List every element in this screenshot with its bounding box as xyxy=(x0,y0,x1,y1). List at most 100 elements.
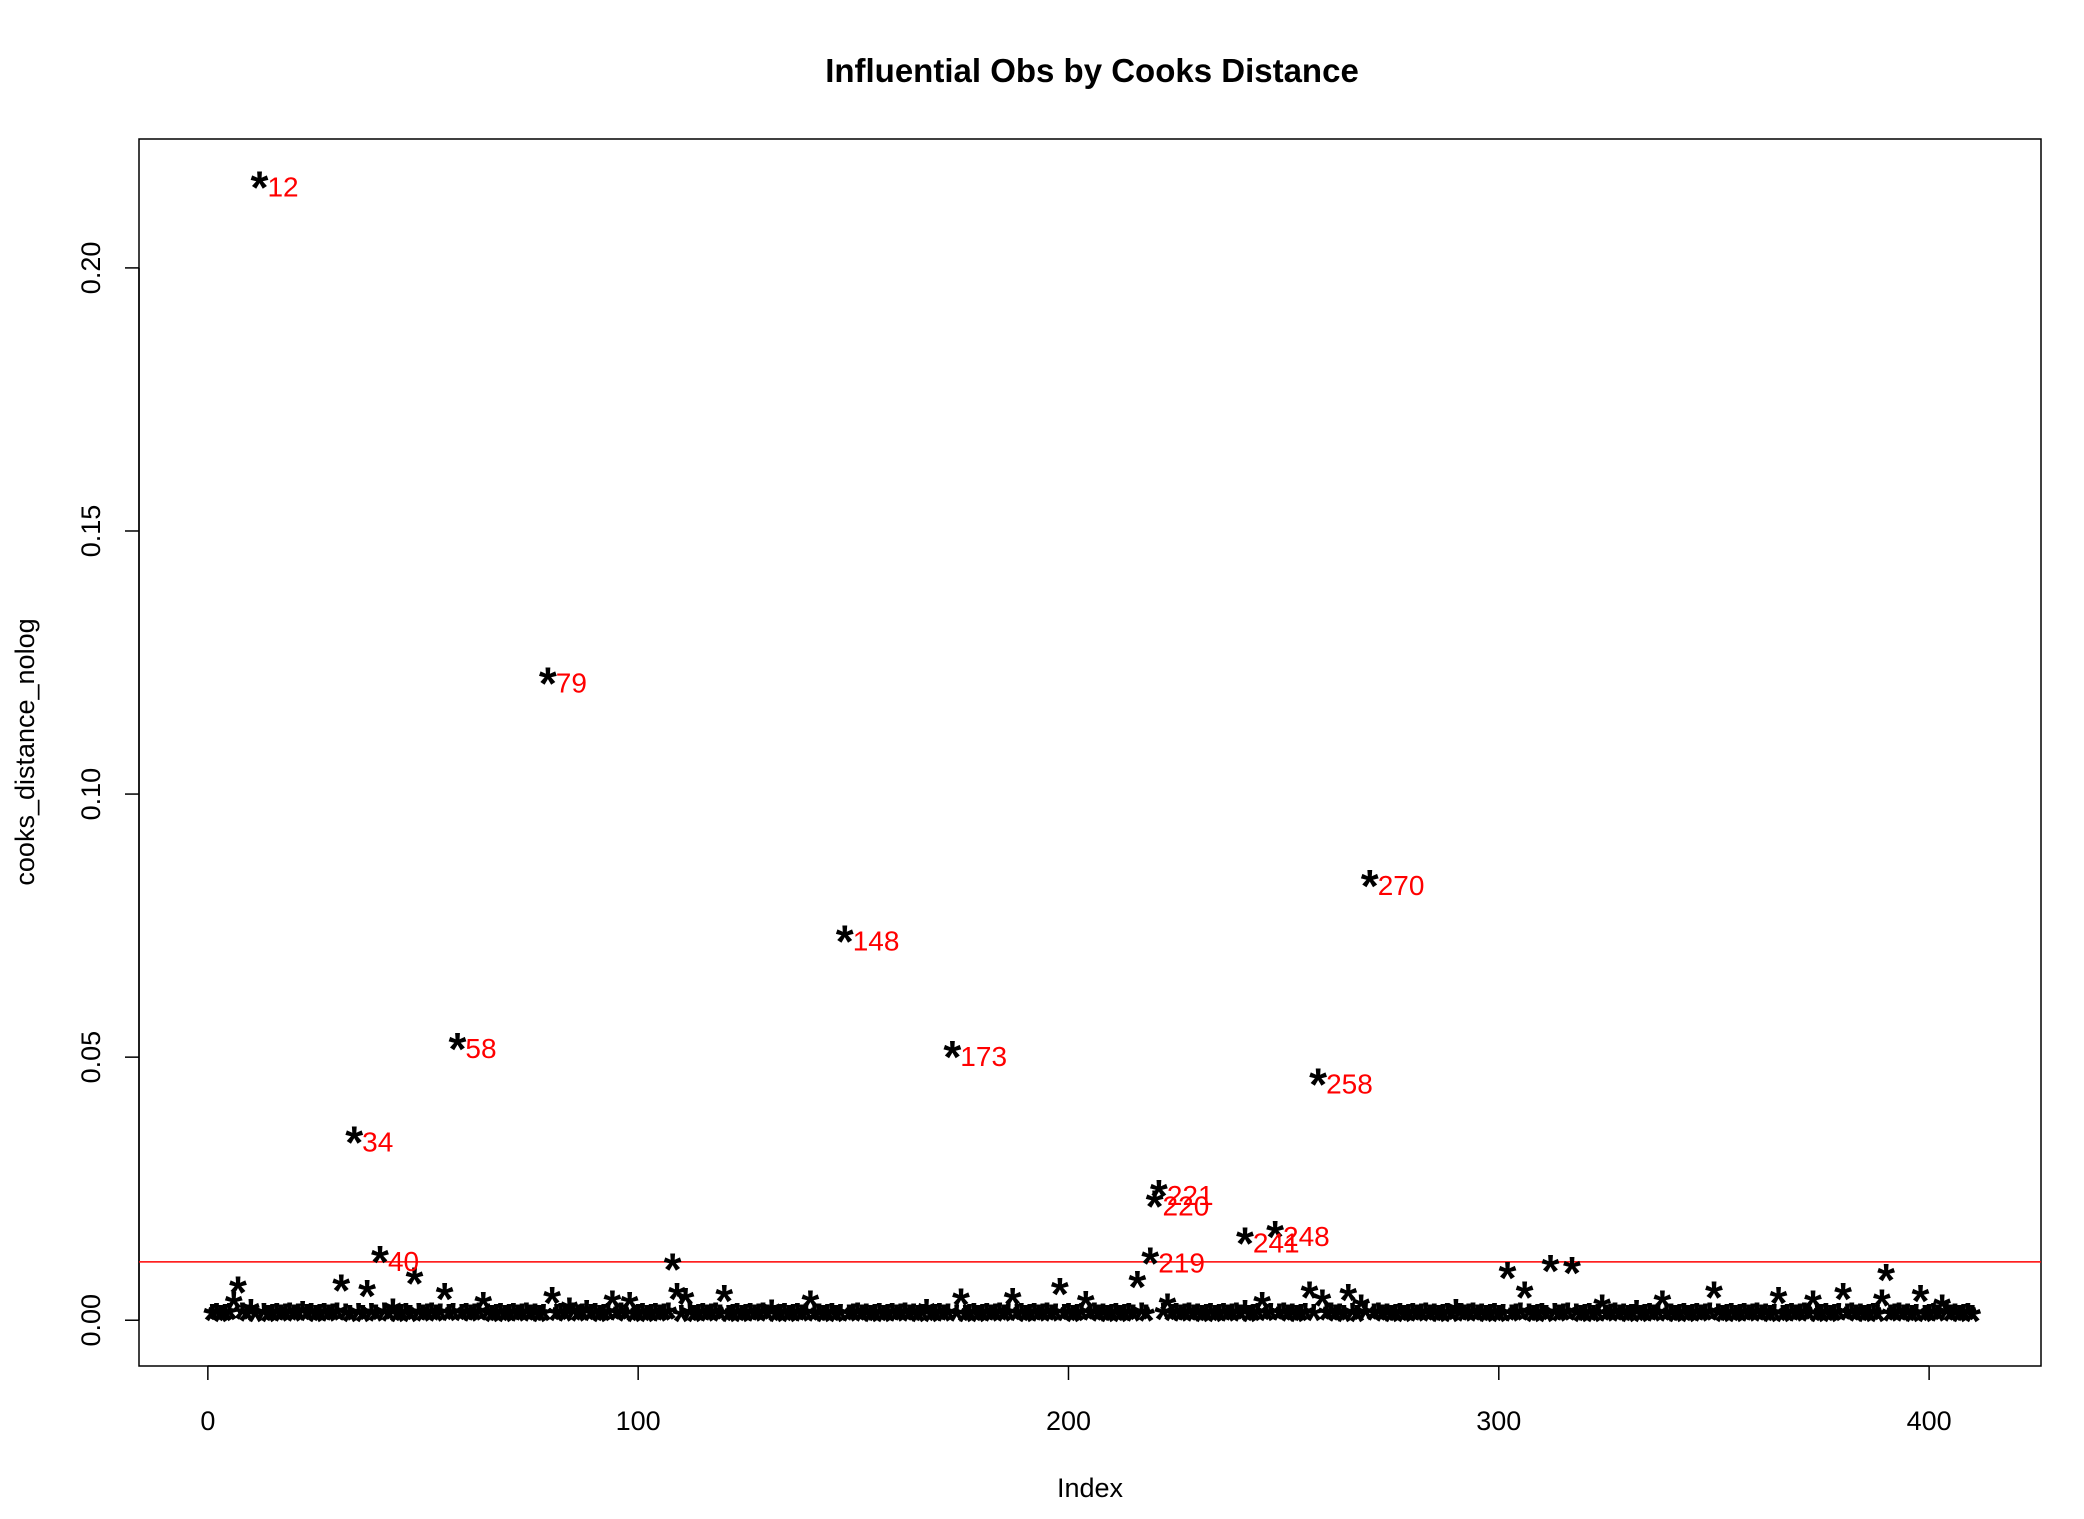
data-point: * xyxy=(1236,1290,1254,1342)
data-point: * xyxy=(1718,1294,1736,1346)
data-point: * xyxy=(294,1291,312,1343)
data-point: * xyxy=(526,1293,544,1345)
data-point: * xyxy=(590,1295,608,1347)
data-point: * xyxy=(677,1278,695,1330)
data-point: * xyxy=(272,1295,290,1347)
data-point: * xyxy=(724,1294,742,1346)
data-point: * xyxy=(384,1288,402,1340)
data-point: * xyxy=(1937,1293,1955,1345)
data-point: * xyxy=(1335,1295,1353,1347)
data-point: * xyxy=(1572,1295,1590,1347)
data-point: * xyxy=(874,1295,892,1347)
data-point: * xyxy=(1739,1295,1757,1347)
data-point: * xyxy=(1666,1295,1684,1347)
data-point: * xyxy=(1197,1294,1215,1346)
data-point: * xyxy=(1055,1294,1073,1346)
data-point: * xyxy=(582,1294,600,1346)
data-point: * xyxy=(1021,1294,1039,1346)
data-point: * xyxy=(302,1293,320,1345)
data-point: * xyxy=(965,1293,983,1345)
data-point: * xyxy=(1008,1294,1026,1346)
data-point: * xyxy=(220,1293,238,1345)
data-point: * xyxy=(1808,1295,1826,1347)
data-point: * xyxy=(448,1023,466,1075)
data-point: * xyxy=(315,1293,333,1345)
data-point: * xyxy=(771,1294,789,1346)
data-point: * xyxy=(203,1294,221,1346)
data-point: * xyxy=(1864,1293,1882,1345)
data-point: * xyxy=(961,1294,979,1346)
data-point: * xyxy=(827,1295,845,1347)
data-point: * xyxy=(362,1293,380,1345)
data-point: * xyxy=(1434,1294,1452,1346)
data-point: * xyxy=(1412,1294,1430,1346)
point-label: 219 xyxy=(1158,1247,1205,1278)
data-point: * xyxy=(831,1294,849,1346)
data-point: * xyxy=(1899,1293,1917,1345)
data-point: * xyxy=(1593,1285,1611,1337)
data-point: * xyxy=(1851,1293,1869,1345)
x-tick-label: 100 xyxy=(616,1406,661,1436)
data-point: * xyxy=(1184,1294,1202,1346)
data-point: * xyxy=(1804,1280,1822,1332)
data-point: * xyxy=(1133,1293,1151,1345)
data-point: * xyxy=(328,1293,346,1345)
data-point: * xyxy=(1085,1293,1103,1345)
data-point: * xyxy=(1610,1294,1628,1346)
data-point: * xyxy=(1830,1293,1848,1345)
data-point: * xyxy=(1503,1295,1521,1347)
data-point: * xyxy=(1640,1293,1658,1345)
data-point: * xyxy=(1313,1279,1331,1331)
data-point: * xyxy=(1339,1274,1357,1326)
data-point: * xyxy=(935,1295,953,1347)
data-point: * xyxy=(1946,1293,1964,1345)
data-point: * xyxy=(1094,1293,1112,1345)
data-point: * xyxy=(1189,1293,1207,1345)
data-point: * xyxy=(401,1295,419,1347)
data-point: * xyxy=(1072,1293,1090,1345)
data-point: * xyxy=(1524,1295,1542,1347)
data-point: * xyxy=(427,1294,445,1346)
data-point: * xyxy=(1451,1293,1469,1345)
data-point: * xyxy=(1886,1294,1904,1346)
data-point: * xyxy=(263,1294,281,1346)
data-point: * xyxy=(212,1295,230,1347)
data-point: * xyxy=(1266,1211,1284,1263)
data-point: * xyxy=(1602,1294,1620,1346)
point-label: 248 xyxy=(1283,1221,1330,1252)
data-point: * xyxy=(414,1295,432,1347)
data-point: * xyxy=(466,1294,484,1346)
data-point: * xyxy=(1430,1295,1448,1347)
data-point: * xyxy=(522,1294,540,1346)
data-point: * xyxy=(819,1294,837,1346)
data-point: * xyxy=(1546,1293,1564,1345)
data-point: * xyxy=(758,1294,776,1346)
chart-title: Influential Obs by Cooks Distance xyxy=(825,52,1359,89)
data-point: * xyxy=(337,1293,355,1345)
data-point: * xyxy=(388,1295,406,1347)
data-point: * xyxy=(1361,860,1379,912)
data-point: * xyxy=(866,1294,884,1346)
data-point: * xyxy=(1516,1272,1534,1324)
data-point: * xyxy=(943,1031,961,1083)
data-point: * xyxy=(1916,1295,1934,1347)
data-point: * xyxy=(1202,1293,1220,1345)
data-point: * xyxy=(242,1289,260,1341)
data-point: * xyxy=(285,1294,303,1346)
data-point: * xyxy=(1025,1293,1043,1345)
data-point: * xyxy=(1597,1295,1615,1347)
data-point: * xyxy=(319,1295,337,1347)
data-point: * xyxy=(1167,1293,1185,1345)
data-point: * xyxy=(487,1294,505,1346)
data-point: * xyxy=(509,1295,527,1347)
data-point: * xyxy=(694,1293,712,1345)
data-point: * xyxy=(1283,1293,1301,1345)
data-point: * xyxy=(870,1293,888,1345)
data-point: * xyxy=(1860,1294,1878,1346)
data-point: * xyxy=(1761,1295,1779,1347)
data-point: * xyxy=(1585,1295,1603,1347)
data-point: * xyxy=(1369,1293,1387,1345)
data-point: * xyxy=(332,1265,350,1317)
point-label: 58 xyxy=(465,1033,496,1064)
